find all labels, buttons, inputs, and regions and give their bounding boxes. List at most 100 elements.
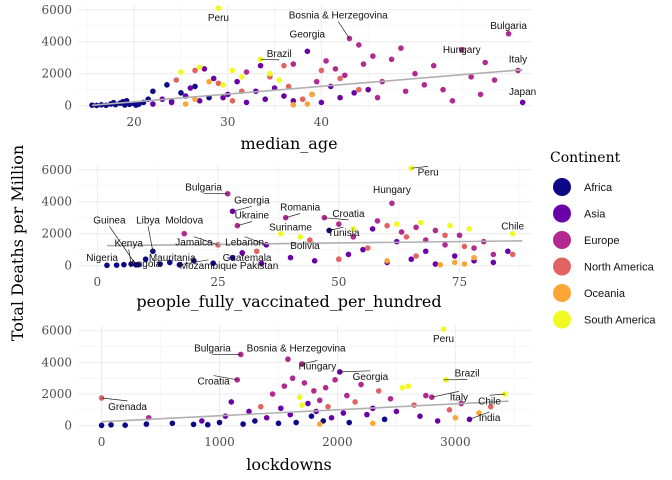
legend-key (553, 310, 571, 329)
data-point (267, 70, 273, 77)
data-point (384, 222, 390, 229)
data-point (381, 416, 388, 423)
data-point (421, 82, 428, 88)
data-point (466, 226, 473, 232)
data-point (322, 384, 329, 391)
data-point (456, 232, 463, 239)
data-point (166, 259, 173, 266)
data-point (405, 383, 411, 389)
data-point (509, 251, 516, 258)
panel-2: 0 25 50 75 0 2000 4000 6000 people_fully_vaccina… (41, 163, 532, 311)
legend-key (553, 257, 571, 276)
data-point (133, 102, 139, 108)
data-point (336, 221, 342, 227)
x-tick-label: 25 (210, 275, 225, 289)
data-point (215, 80, 222, 87)
data-point (275, 420, 282, 427)
y-tick-label: 2000 (41, 387, 72, 401)
point-annotation: Peru (433, 334, 454, 345)
data-point (328, 414, 335, 421)
data-point (356, 86, 362, 93)
data-point (150, 101, 156, 107)
data-point (451, 253, 458, 259)
point-annotation: Romania (280, 203, 320, 214)
data-point (301, 380, 308, 386)
data-point (337, 94, 343, 101)
data-point (309, 91, 315, 98)
data-point (196, 64, 203, 71)
annotation-leader (337, 21, 350, 39)
point-annotation: Japan (509, 87, 536, 98)
data-point (471, 254, 477, 261)
data-point (252, 418, 258, 424)
data-point (290, 102, 297, 108)
data-point (408, 256, 415, 263)
annotation-leader (109, 226, 137, 266)
x-tick-label: 75 (452, 275, 467, 289)
x-tick-label: 0 (98, 435, 106, 449)
data-point (344, 392, 350, 399)
data-point (423, 392, 429, 399)
data-point (305, 400, 311, 407)
data-point (201, 66, 208, 72)
data-point (135, 262, 142, 268)
data-point (316, 397, 323, 404)
trend-line (106, 240, 523, 247)
data-point (278, 405, 284, 412)
data-point (358, 381, 364, 388)
annotation-leader (411, 166, 429, 169)
point-annotation: Peru (208, 13, 229, 24)
data-point (289, 375, 296, 382)
annotation-leader (301, 360, 318, 365)
data-point (490, 259, 497, 266)
data-point (374, 94, 381, 101)
data-point (346, 419, 353, 426)
x-axis-title: people_fully_vaccinated_per_hundred (136, 292, 441, 311)
data-point (293, 419, 299, 426)
point-annotation: Chile (501, 222, 524, 233)
y-tick-label: 2000 (41, 67, 72, 81)
data-point (299, 96, 306, 103)
data-point (370, 420, 376, 427)
point-annotation: Bosnia & Herzegovina (289, 11, 388, 22)
point-annotation: Bulgaria (194, 343, 231, 354)
point-annotation: Angola (130, 259, 162, 270)
data-point (476, 410, 482, 416)
data-point (113, 262, 120, 268)
data-point (417, 413, 423, 419)
y-tick-label: 0 (64, 99, 72, 113)
data-point (164, 82, 170, 88)
data-point (108, 422, 114, 428)
data-point (168, 99, 175, 106)
data-point (325, 403, 331, 410)
data-point (228, 399, 235, 405)
data-point (229, 254, 236, 261)
annotation-leader (101, 397, 128, 402)
data-point (192, 96, 198, 103)
data-point (451, 259, 458, 266)
point-annotation: Guatemala (223, 253, 272, 264)
legend-label: Africa (584, 182, 613, 194)
annotation-leader (489, 393, 505, 396)
data-point (229, 67, 236, 74)
data-point (332, 376, 338, 383)
y-axis-title: Total Deaths per Million (8, 145, 27, 341)
y-tick-label: 4000 (41, 355, 72, 369)
data-point (258, 260, 265, 267)
data-point (491, 77, 498, 83)
point-annotation: Nigeria (86, 253, 118, 264)
data-point (388, 56, 395, 63)
point-annotation: Chile (478, 396, 501, 407)
data-point (206, 78, 212, 85)
point-annotation: Libya (136, 215, 160, 226)
y-tick-label: 6000 (41, 163, 72, 177)
data-point (430, 62, 437, 69)
data-point (412, 70, 418, 77)
data-point (192, 67, 198, 74)
data-point (287, 411, 294, 418)
data-point (318, 67, 325, 74)
annotation-leader (147, 226, 154, 252)
data-point (285, 83, 292, 90)
point-annotation: Guinea (93, 215, 126, 226)
trend-line (91, 68, 523, 107)
